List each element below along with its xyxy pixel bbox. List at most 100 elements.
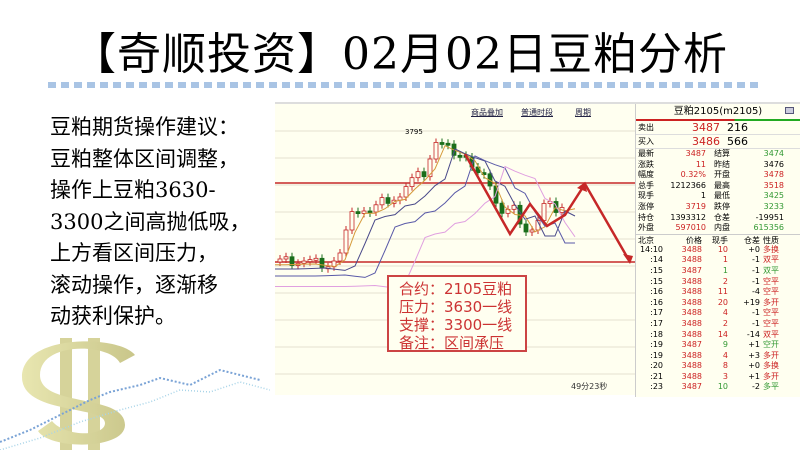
candle-body [523, 223, 529, 233]
tick-row: :16 3488 11 -4 空平 [636, 287, 800, 298]
candle-body [499, 202, 505, 214]
tick-price: 3487 [681, 382, 702, 392]
candle-body [439, 142, 445, 145]
ticks-header: 北京 价格 现手 仓差 性质 [636, 233, 800, 245]
tick-time: :23 [650, 382, 663, 392]
candle-body [355, 211, 361, 214]
tick-row: :17 3488 4 -1 空平 [636, 308, 800, 319]
tick-type: 双平 [763, 265, 779, 275]
tick-time: :15 [650, 265, 663, 275]
tick-price: 3488 [681, 276, 702, 286]
note-resistance: 压力：3630一线 [399, 298, 513, 316]
ticks-list[interactable]: 14:10 3488 10 +0 多换:14 3488 1 -1 双平:15 3487 1 -1 双平:… [636, 245, 800, 393]
arrow-head-down [623, 254, 633, 264]
note-contract: 合约：2105豆粕 [399, 280, 513, 298]
stat-value: 3719 [685, 201, 706, 211]
futures-chart-screenshot: 商品叠加 普通时段 周期 3795 合约：2105豆粕 压力：3630一线 支撑… [275, 102, 800, 397]
advice-line: 动获利保护。 [50, 304, 176, 328]
stat-label: 涨跌 [638, 159, 654, 169]
candle-body [529, 229, 535, 233]
tick-volume: 10 [717, 382, 728, 392]
stat-label: 开盘 [714, 170, 730, 180]
buy-volume: 566 [727, 135, 748, 148]
dotted-divider [48, 82, 758, 88]
advice-line: 豆粕期货操作建议： [50, 115, 239, 139]
buy-price: 3486 [692, 135, 720, 148]
buy-row: 买入 3486 566 [636, 135, 800, 149]
tick-time: :19 [650, 340, 663, 350]
deco-price-line [0, 368, 261, 443]
candle-body [445, 142, 451, 146]
sell-label: 卖出 [638, 123, 654, 132]
quote-header: 豆粕2105(m2105) [636, 104, 800, 121]
stat-value: 3233 [763, 201, 784, 211]
stat-label: 总手 [638, 180, 654, 190]
tick-time: :18 [650, 329, 663, 339]
tick-row: :19 3488 4 +3 多开 [636, 351, 800, 362]
tick-row: :21 3488 3 +1 多开 [636, 372, 800, 383]
tick-row: :15 3487 1 -1 双平 [636, 266, 800, 277]
stat-row: 幅度 0.32% 开盘 3478 [636, 170, 800, 181]
tick-time: :15 [650, 276, 663, 286]
advice-line: 滚动操作，逐渐移 [50, 272, 218, 297]
minimize-icon[interactable] [785, 107, 794, 114]
stat-label: 仓差 [714, 212, 730, 222]
stat-value: 3487 [685, 149, 706, 158]
tick-volume: 2 [722, 318, 728, 328]
candle-body [415, 171, 421, 179]
tick-price: 3488 [681, 318, 702, 328]
ma-line [275, 145, 576, 267]
col-time: 北京 [638, 235, 654, 245]
sell-row: 卖出 3487 216 [636, 121, 800, 135]
stat-label: 最高 [714, 180, 730, 190]
tick-oi-change: +1 [748, 340, 760, 350]
tick-oi-change: +19 [743, 297, 760, 307]
tick-price: 3487 [681, 340, 702, 350]
dollar-chart-illustration [0, 338, 270, 450]
tick-type: 空平 [763, 276, 779, 286]
session-link[interactable]: 普通时段 [521, 108, 553, 117]
ma-line [275, 155, 575, 278]
stat-value: 3476 [763, 159, 784, 169]
stat-value: 11 [695, 159, 706, 169]
period-link[interactable]: 周期 [575, 108, 591, 117]
tick-oi-change: -14 [746, 329, 760, 339]
tick-row: :14 3488 1 -1 双平 [636, 255, 800, 266]
tick-time: :21 [650, 371, 663, 381]
candle-body [343, 229, 349, 254]
stat-value: 1393312 [670, 212, 706, 222]
tick-oi-change: -1 [752, 255, 760, 265]
tick-price: 3488 [681, 308, 702, 318]
contract-name: 豆粕2105(m2105) [673, 106, 763, 117]
col-oi-change: 仓差 [744, 235, 760, 245]
slide-title: 【奇顺投资】02月02日豆粕分析 [72, 29, 728, 80]
tick-oi-change: +0 [748, 361, 760, 371]
candle-body [379, 197, 385, 206]
stat-label: 持仓 [638, 212, 654, 222]
stat-value: 3474 [763, 149, 784, 158]
overlay-link[interactable]: 商品叠加 [471, 108, 503, 117]
stat-row: 现手 1 最低 3425 [636, 191, 800, 202]
tick-volume: 4 [722, 350, 728, 360]
candle-body [307, 259, 313, 263]
tick-oi-change: -1 [752, 276, 760, 286]
tick-type: 多换 [763, 244, 779, 254]
tick-oi-change: -1 [752, 265, 760, 275]
candle-body [511, 204, 517, 210]
candle-body [337, 252, 343, 262]
stat-label: 内盘 [714, 223, 730, 233]
tick-oi-change: +3 [748, 350, 760, 360]
tick-time: :16 [650, 297, 663, 307]
candle-body [361, 210, 367, 214]
stat-row: 外盘 597010 内盘 615356 [636, 223, 800, 234]
advice-line: 上方看区间压力， [50, 241, 218, 265]
tick-price: 3488 [681, 244, 702, 254]
tick-oi-change: -4 [752, 287, 760, 297]
ma-line [275, 148, 576, 271]
tick-volume: 14 [717, 329, 728, 339]
candle-body [319, 257, 325, 269]
stat-label: 最新 [638, 149, 654, 158]
stat-label: 昨结 [714, 159, 730, 169]
arrow-head-up [577, 182, 587, 192]
tick-time: :17 [650, 318, 663, 328]
